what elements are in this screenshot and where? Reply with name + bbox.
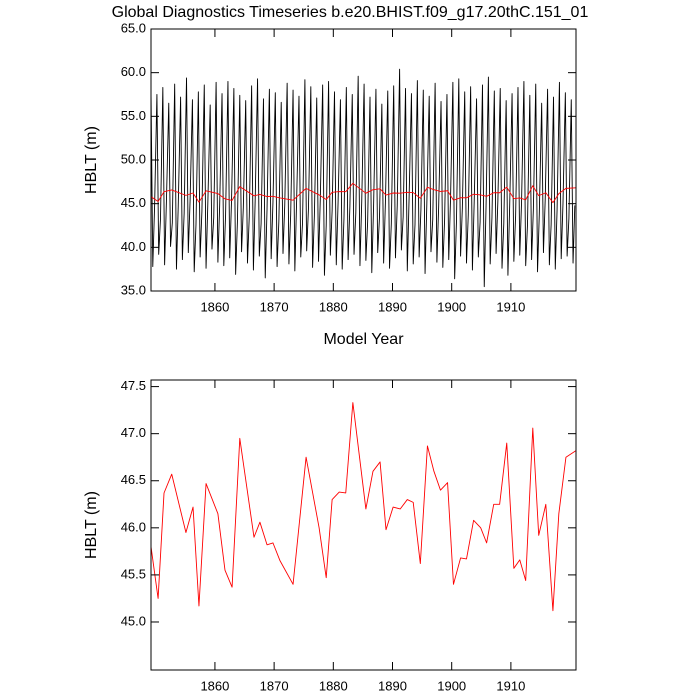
x-tick-label: 1880 [319,299,348,314]
y-tick-label: 46.5 [121,472,146,487]
x-tick-label: 1890 [378,678,407,693]
y-tick-label: 40.0 [121,239,146,254]
chart-title: Global Diagnostics Timeseries b.e20.BHIS… [112,4,589,21]
x-tick-label: 1890 [378,299,407,314]
x-tick-label: 1910 [496,299,525,314]
x-axis-label: Model Year [323,331,404,348]
x-tick-label: 1900 [437,678,466,693]
y-tick-label: 47.0 [121,425,146,440]
x-tick-label: 1870 [260,678,289,693]
x-tick-label: 1900 [437,299,466,314]
y-tick-label: 35.0 [121,282,146,297]
y-axis-label: HBLT (m) [83,126,100,194]
data-line [151,68,576,288]
y-tick-label: 45.5 [121,566,146,581]
y-axis-label: HBLT (m) [83,491,100,559]
x-tick-label: 1860 [200,678,229,693]
y-tick-label: 50.0 [121,151,146,166]
x-tick-label: 1880 [319,678,348,693]
y-tick-label: 45.0 [121,613,146,628]
x-tick-label: 1910 [496,678,525,693]
y-tick-label: 55.0 [121,108,146,123]
plot-frame [150,379,577,671]
x-tick-label: 1860 [200,299,229,314]
y-tick-label: 65.0 [121,20,146,35]
y-tick-label: 46.0 [121,519,146,534]
x-tick-label: 1870 [260,299,289,314]
y-tick-label: 47.5 [121,378,146,393]
data-line [151,402,576,612]
y-tick-label: 45.0 [121,195,146,210]
data-line [151,182,576,204]
y-tick-label: 60.0 [121,64,146,79]
